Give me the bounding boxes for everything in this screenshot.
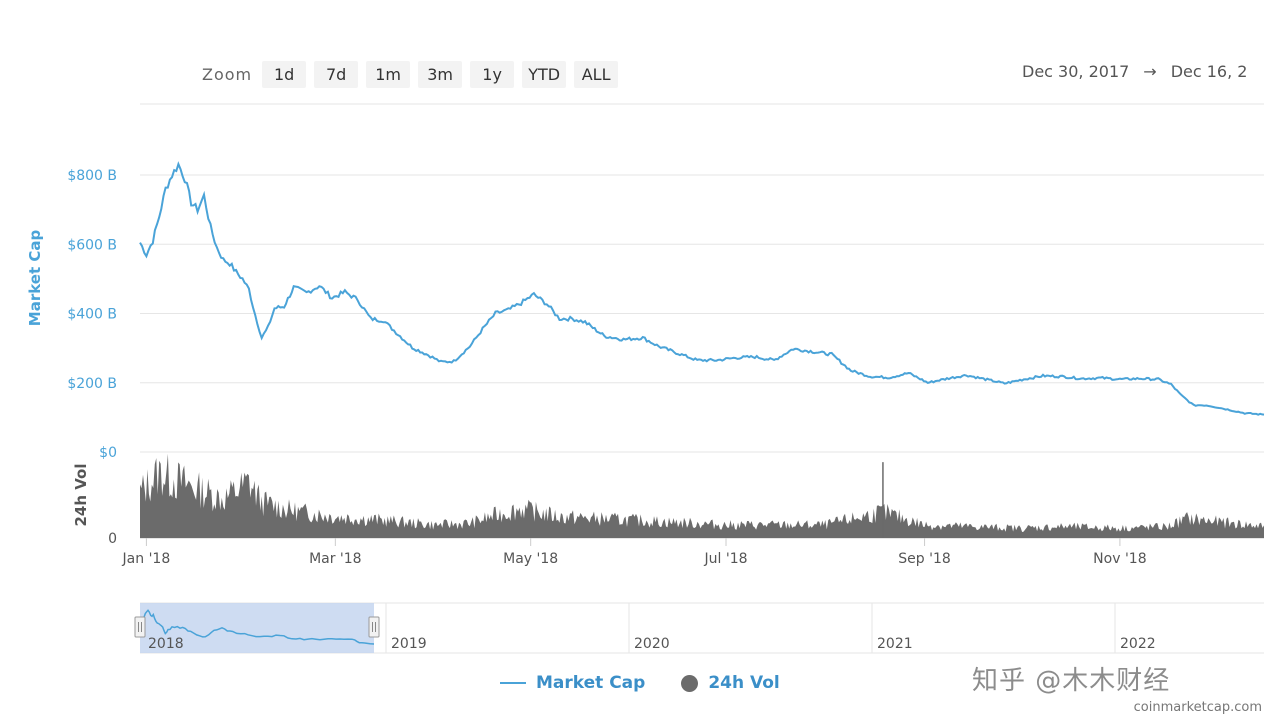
zoom-bar: Zoom 1d 7d 1m 3m 1y YTD ALL: [202, 60, 619, 88]
market-cap-layer: [139, 161, 1265, 416]
x-axis: Jan '18 Mar '18 May '18 Jul '18 Sep '18 Nov '…: [122, 538, 1147, 567]
x-tick-label: Jan '18: [122, 551, 171, 567]
navigator-right-handle[interactable]: [368, 616, 380, 638]
navigator-mini-line: [139, 609, 375, 645]
x-tick-label: Sep '18: [898, 551, 951, 567]
handle-body: [368, 616, 380, 638]
watermark: 知乎 @木木财经: [972, 666, 1171, 696]
legend-item-volume[interactable]: 24h Vol: [681, 673, 780, 693]
credit-text: coinmarketcap.com: [1133, 700, 1262, 715]
y-axis-title: Market Cap: [26, 230, 44, 327]
legend-item-market-cap[interactable]: Market Cap: [500, 673, 645, 693]
navigator-selection-label: 2018: [148, 636, 184, 652]
navigator-year-label: 2019: [391, 636, 427, 652]
market-cap-line: [139, 161, 1265, 416]
zoom-button-1m[interactable]: 1m: [366, 60, 411, 88]
date-range: Dec 30, 2017 → Dec 16, 2: [1022, 62, 1247, 81]
y-tick-label: $200 B: [67, 376, 117, 392]
x-tick-label: Nov '18: [1093, 551, 1146, 567]
volume-axis-title: 24h Vol: [72, 463, 90, 526]
y-tick-label: $800 B: [67, 168, 117, 184]
x-tick-label: May '18: [503, 551, 558, 567]
x-tick-label: Jul '18: [704, 551, 748, 567]
navigator-year-label: 2020: [634, 636, 670, 652]
navigator-year-label: 2021: [877, 636, 913, 652]
zoom-button-1y[interactable]: 1y: [470, 60, 515, 88]
navigator[interactable]: 2019 2020 2021 2022 2018: [134, 602, 1264, 654]
zoom-button-7d[interactable]: 7d: [314, 60, 359, 88]
y-axis: $0 $200 B $400 B $600 B $800 B Market Cap 0 24h…: [26, 168, 117, 547]
y-tick-label: $600 B: [67, 237, 117, 253]
legend-line-icon: [500, 682, 526, 684]
legend-dot-icon: [681, 674, 699, 692]
navigator-left-handle[interactable]: [134, 616, 146, 638]
x-tick-label: Mar '18: [309, 551, 362, 567]
zoom-button-ytd[interactable]: YTD: [522, 60, 567, 88]
handle-body: [134, 616, 146, 638]
legend-label-volume: 24h Vol: [708, 673, 780, 693]
y-tick-label: $400 B: [67, 307, 117, 323]
zoom-button-all[interactable]: ALL: [574, 60, 619, 88]
date-range-arrow: →: [1143, 62, 1157, 81]
volume-layer: [140, 453, 1264, 538]
date-range-from[interactable]: Dec 30, 2017: [1022, 62, 1130, 81]
zoom-label: Zoom: [202, 64, 253, 84]
grid-layer: [140, 103, 1264, 539]
legend: Market Cap 24h Vol: [500, 673, 780, 693]
y-tick-label: $0: [99, 445, 117, 461]
zoom-button-1d[interactable]: 1d: [262, 60, 307, 88]
navigator-year-label: 2022: [1120, 636, 1156, 652]
legend-label-market-cap: Market Cap: [536, 673, 646, 693]
volume-zero-label: 0: [108, 531, 117, 547]
date-range-to[interactable]: Dec 16, 2: [1170, 62, 1248, 81]
volume-area: [140, 453, 1264, 538]
zoom-button-3m[interactable]: 3m: [418, 60, 463, 88]
